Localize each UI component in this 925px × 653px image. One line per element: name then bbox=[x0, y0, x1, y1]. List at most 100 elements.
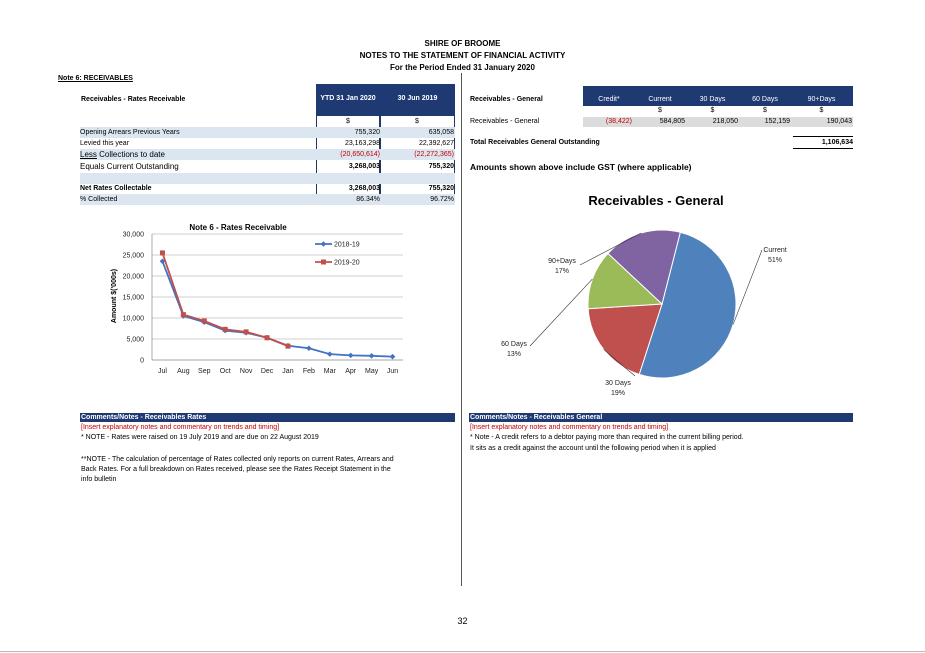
comments-general-placeholder: [Insert explanatory notes and commentary… bbox=[470, 424, 669, 431]
y-tick-label: 20,000 bbox=[123, 274, 145, 281]
comments-general-note1-line1: * Note - A credit refers to a debtor pay… bbox=[470, 434, 744, 441]
report-title: NOTES TO THE STATEMENT OF FINANCIAL ACTI… bbox=[359, 51, 566, 60]
line-chart-series bbox=[159, 250, 396, 360]
data-point bbox=[222, 326, 228, 332]
x-tick-label: Aug bbox=[177, 368, 190, 375]
gst-note: Amounts shown above include GST (where a… bbox=[470, 162, 692, 172]
total-rule-top bbox=[793, 136, 853, 137]
data-point bbox=[347, 352, 354, 359]
currency-cell: $ bbox=[819, 107, 824, 114]
data-point bbox=[326, 351, 333, 357]
line-chart-yticks: 30,000 25,000 20,000 15,000 10,000 5,000 0 bbox=[123, 232, 145, 365]
general-pie-chart: Receivables - General Current 51% 30 Days 1… bbox=[470, 188, 853, 408]
general-header-90days: 90+Days bbox=[807, 96, 836, 103]
legend-marker bbox=[320, 241, 327, 247]
line-chart-grid bbox=[151, 233, 403, 361]
pie-pct: 19% bbox=[611, 390, 625, 397]
line-chart-xticks: Jul Aug Sep Oct Nov Dec Jan Feb Mar Apr May Jun bbox=[158, 368, 398, 375]
total-rule-bottom bbox=[793, 148, 853, 149]
page-bottom-rule bbox=[0, 651, 925, 652]
general-90days-value: 190,043 bbox=[826, 118, 852, 125]
comments-general-title: Comments/Notes - Receivables General bbox=[469, 413, 853, 422]
pie-chart-svg: Receivables - General Current 51% 30 Days 1… bbox=[501, 193, 787, 397]
comments-rates-note1: * NOTE - Rates were raised on 19 July 20… bbox=[81, 434, 319, 441]
pie-pct: 51% bbox=[768, 257, 782, 264]
pie-slice-60 Days bbox=[587, 252, 664, 310]
pie-pct: 17% bbox=[555, 268, 569, 275]
x-tick-label: Jul bbox=[158, 368, 167, 375]
currency-row: $ $ bbox=[346, 118, 419, 125]
legend-marker bbox=[321, 259, 326, 265]
pie-label: 90+Days bbox=[548, 258, 576, 265]
data-point bbox=[180, 312, 186, 318]
comments-rates-note2-line3: info bulletin bbox=[81, 476, 117, 483]
currency-cell: $ bbox=[710, 107, 715, 114]
pie-leader-line bbox=[579, 232, 642, 266]
general-total-value: 1,106,634 bbox=[821, 139, 853, 146]
pie-label: 30 Days bbox=[605, 380, 631, 387]
general-table-title: Receivables - General bbox=[470, 96, 543, 103]
pie-leader-line bbox=[603, 349, 636, 377]
x-tick-label: Oct bbox=[220, 368, 231, 375]
data-point bbox=[285, 343, 291, 349]
comments-rates-title: Comments/Notes - Receivables Rates bbox=[80, 413, 455, 422]
pie-slice-90+Days bbox=[607, 229, 681, 305]
general-60days-value: 152,159 bbox=[764, 118, 790, 125]
general-row-bg bbox=[583, 117, 853, 127]
pie-label: Current bbox=[763, 247, 786, 254]
org-title: SHIRE OF BROOME bbox=[424, 39, 501, 48]
currency-cell: $ bbox=[763, 107, 767, 114]
table-row: % Collected 86.34% 96.72% bbox=[80, 194, 455, 205]
line-chart-svg: Note 6 - Rates Receivable Amount $('000s… bbox=[111, 223, 403, 375]
table-row: Less Collections to date (20,650,614) (2… bbox=[80, 149, 455, 160]
general-row-label: Receivables - General bbox=[470, 118, 540, 125]
general-credit-value: (38,422) bbox=[605, 118, 632, 125]
pie-pct: 13% bbox=[507, 351, 521, 358]
data-point bbox=[264, 335, 270, 341]
pie-leader-line bbox=[529, 278, 593, 347]
table-row: Opening Arrears Previous Years 755,320 6… bbox=[80, 127, 455, 138]
comments-general-note1-line2: It sits as a credit against the account … bbox=[470, 445, 716, 452]
rates-table-title: Receivables - Rates Receivable bbox=[81, 96, 186, 103]
general-total-label: Total Receivables General Outstanding bbox=[470, 139, 600, 146]
pie-slices bbox=[587, 229, 737, 379]
x-tick-label: Sep bbox=[198, 368, 211, 375]
comments-rates-note2-line1: **NOTE - The calculation of percentage o… bbox=[81, 456, 394, 463]
data-point bbox=[389, 353, 396, 360]
y-tick-label: 5,000 bbox=[126, 337, 144, 344]
general-current-value: 584,805 bbox=[659, 118, 685, 125]
y-tick-label: 30,000 bbox=[123, 232, 145, 239]
x-tick-label: May bbox=[365, 368, 379, 375]
general-table-header-bg bbox=[583, 86, 853, 106]
report-period: For the Period Ended 31 January 2020 bbox=[390, 63, 535, 72]
pie-leader-line bbox=[732, 249, 763, 325]
x-tick-label: Jan bbox=[282, 368, 293, 375]
general-header-credit: Credit* bbox=[598, 96, 620, 103]
x-tick-label: Apr bbox=[345, 368, 357, 375]
x-tick-label: Mar bbox=[324, 368, 337, 375]
data-point bbox=[243, 329, 249, 335]
rates-table-header-bg bbox=[316, 84, 455, 116]
comments-rates-placeholder: [Insert explanatory notes and commentary… bbox=[81, 424, 280, 431]
general-header-60days: 60 Days bbox=[752, 96, 778, 103]
data-point bbox=[201, 318, 207, 324]
table-row: Equals Current Outstanding 3,268,003 755… bbox=[80, 162, 454, 171]
table-row: Levied this year 23,163,298 22,392,627 bbox=[80, 140, 454, 147]
note-label: Note 6: RECEIVABLES bbox=[58, 75, 133, 82]
legend-label: 2019-20 bbox=[334, 260, 360, 267]
table-row-spacer bbox=[80, 173, 455, 184]
legend-label: 2018-19 bbox=[334, 242, 360, 249]
table-row: Net Rates Collectable 3,268,003 755,320 bbox=[80, 185, 454, 192]
currency-cell: $ bbox=[658, 107, 662, 114]
general-header-30days: 30 Days bbox=[699, 96, 726, 103]
y-tick-label: 0 bbox=[140, 358, 144, 365]
page-number: 32 bbox=[457, 616, 468, 626]
y-tick-label: 15,000 bbox=[123, 295, 145, 302]
x-tick-label: Nov bbox=[240, 368, 253, 375]
data-point bbox=[159, 250, 165, 256]
line-chart-legend: 2018-19 2019-20 bbox=[315, 241, 360, 267]
data-point bbox=[368, 353, 375, 359]
column-divider bbox=[461, 73, 462, 586]
data-point bbox=[306, 345, 312, 352]
general-30days-value: 218,050 bbox=[712, 118, 738, 125]
